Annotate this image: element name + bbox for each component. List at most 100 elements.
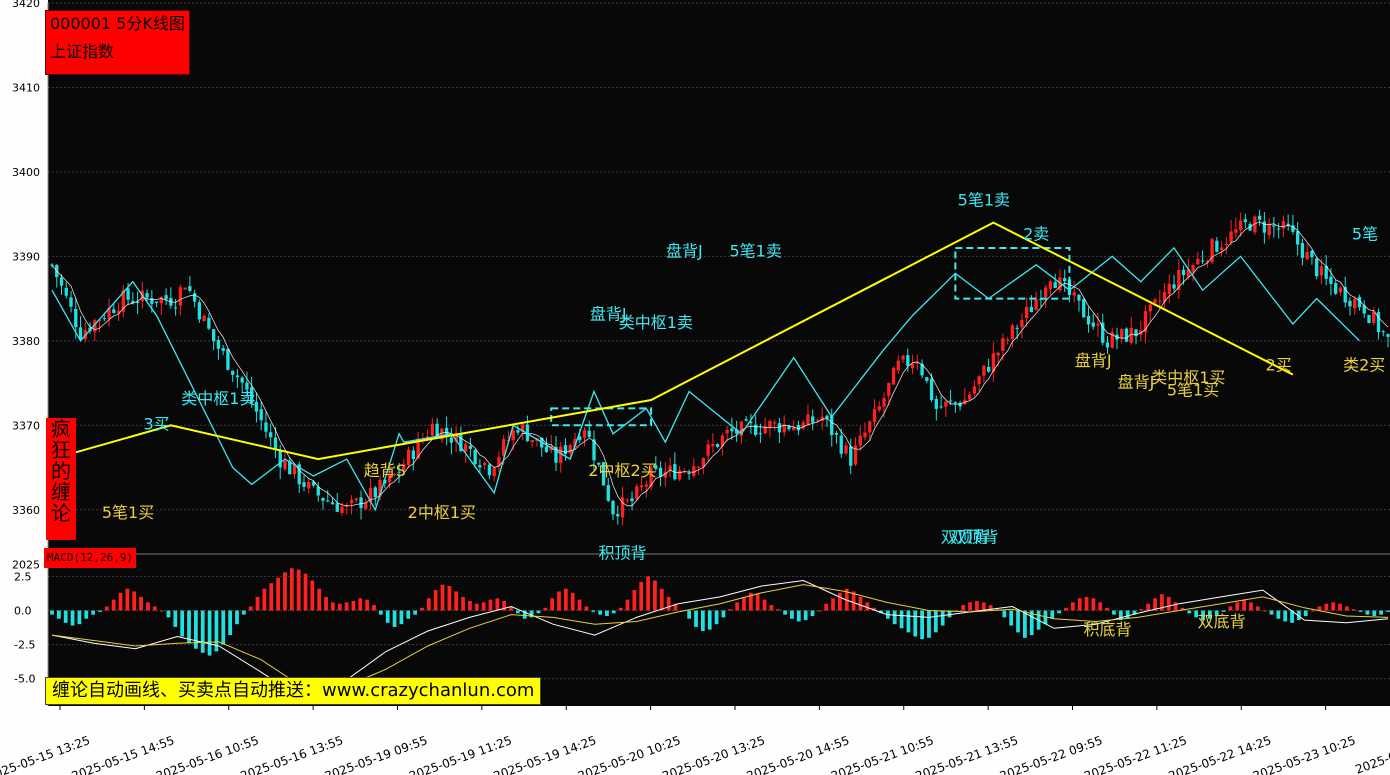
candle-down: [226, 348, 230, 370]
candle-down: [1357, 296, 1362, 308]
candle-up: [815, 420, 820, 422]
macd-bar-negative: [1029, 610, 1034, 636]
macd-bar-positive: [1166, 596, 1171, 611]
candle-down: [1324, 266, 1328, 279]
candle-down: [473, 450, 477, 464]
candle-up: [1167, 283, 1171, 294]
candle-down: [734, 429, 739, 434]
candle-up: [283, 460, 287, 470]
macd-bar-negative: [1358, 610, 1363, 612]
macd-histogram: [50, 568, 1390, 656]
candle-up: [663, 471, 667, 478]
candle-up: [1048, 281, 1053, 289]
candle-down: [64, 287, 68, 296]
candle-down: [449, 437, 454, 443]
candle-up: [944, 401, 948, 407]
macd-bar-positive: [351, 601, 356, 611]
macd-bar-positive: [742, 596, 746, 611]
promo-banner[interactable]: 缠论自动画线、买卖点自动推送：www.crazychanlun.com: [45, 677, 542, 705]
candle-down: [231, 370, 235, 375]
macd-bar-negative: [84, 610, 89, 619]
macd-bar-positive: [372, 605, 376, 611]
candle-down: [1334, 283, 1338, 294]
candle-up: [720, 435, 725, 447]
candle-up: [497, 456, 501, 467]
candle-up: [454, 432, 458, 442]
candle-down: [1276, 228, 1281, 230]
macd-bar-positive: [659, 588, 664, 611]
sell-signal-label: 5笔: [1352, 224, 1378, 243]
macd-bar-negative: [1022, 610, 1027, 638]
candle-down: [435, 423, 439, 438]
macd-bar-positive: [639, 581, 644, 611]
side-badge-char: 的: [51, 459, 71, 483]
macd-bar-negative: [378, 610, 383, 615]
macd-bar-negative: [920, 610, 924, 640]
macd-bar-positive: [495, 598, 500, 611]
macd-bar-negative: [173, 610, 178, 627]
candle-down: [830, 416, 834, 436]
macd-bar-positive: [365, 599, 370, 611]
candle-up: [1372, 311, 1376, 323]
candle-up: [1162, 291, 1167, 302]
candle-down: [1172, 284, 1176, 289]
candle-up: [292, 465, 297, 475]
macd-bar-negative: [1372, 610, 1377, 616]
candle-down: [758, 433, 763, 435]
macd-bar-positive: [1345, 606, 1349, 611]
macd-bar-positive: [632, 590, 637, 611]
candle-down: [250, 387, 254, 403]
macd-bar-positive: [255, 596, 260, 611]
candle-down: [288, 460, 292, 475]
macd-bar-positive: [748, 592, 753, 611]
candle-down: [259, 409, 263, 421]
candle-down: [554, 446, 558, 463]
side-badge: 疯 狂 的 缠 论: [46, 418, 76, 540]
macd-bar-positive: [735, 602, 740, 611]
price-tick-label: 3390: [12, 250, 40, 263]
candle-down: [207, 317, 211, 329]
candle-up: [406, 449, 411, 466]
macd-bar-negative: [605, 610, 609, 616]
candle-up: [692, 466, 696, 477]
pivot-center-box: [954, 246, 1071, 300]
price-tick-label: 3380: [12, 335, 40, 348]
candle-up: [972, 386, 977, 394]
macd-bar-positive: [1262, 610, 1267, 612]
side-badge-char: 疯: [51, 417, 71, 441]
moving-average: [51, 221, 1389, 507]
buy-signal-label: 盘背J: [1118, 372, 1155, 391]
macd-bar-positive: [420, 607, 424, 611]
candle-down: [273, 437, 278, 450]
macd-bar-positive: [132, 591, 137, 611]
candle-down: [335, 503, 339, 512]
candle-down: [578, 436, 582, 441]
candle-down: [1181, 269, 1186, 276]
candle-down: [1291, 225, 1295, 232]
macd-bar-positive: [1249, 602, 1253, 611]
grid-lines: [48, 2, 1390, 680]
buy-signal-label: 盘背J: [1075, 351, 1112, 370]
macd-bar-positive: [1146, 603, 1151, 611]
candle-up: [430, 423, 435, 436]
candle-up: [463, 443, 468, 452]
macd-bar-positive: [577, 599, 582, 611]
candle-down: [112, 309, 116, 313]
candle-up: [996, 352, 1000, 356]
macd-bar-negative: [166, 610, 171, 618]
macd-bar-positive: [1098, 602, 1103, 611]
macd-bar-positive: [625, 599, 630, 611]
candle-down: [929, 378, 934, 400]
candle-up: [896, 360, 900, 371]
candle-up: [1353, 298, 1357, 309]
macd-bar-positive: [543, 607, 548, 611]
macd-bar-positive: [146, 602, 150, 611]
macd-bar-positive: [1255, 606, 1260, 611]
macd-tick-label: -5.0: [14, 673, 35, 686]
candle-down: [1243, 219, 1248, 223]
macd-indicator-label: MACD(12,26,9): [44, 548, 137, 568]
macd-bar-positive: [653, 580, 657, 611]
candle-up: [1210, 239, 1214, 263]
macd-bar-negative: [1365, 610, 1370, 615]
